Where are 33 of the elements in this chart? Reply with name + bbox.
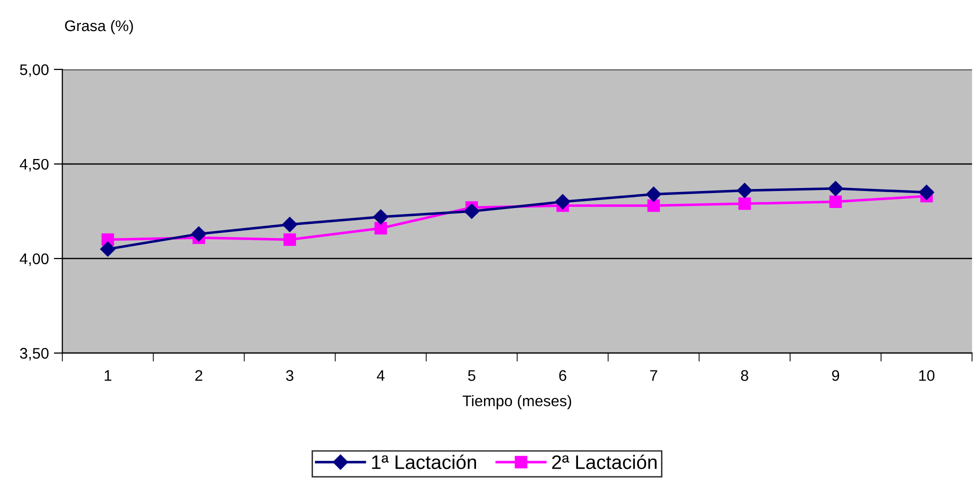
x-tick-label: 6 (559, 370, 566, 381)
point (647, 199, 660, 212)
point (918, 184, 934, 200)
x-axis-title: Tiempo (meses) (462, 395, 572, 410)
y-tick-label: 4,00 (20, 253, 49, 266)
point (191, 226, 206, 242)
point (373, 209, 388, 224)
point (282, 216, 298, 232)
point (100, 241, 116, 257)
point (284, 233, 296, 246)
point (374, 222, 387, 235)
x-tick-label: 7 (650, 370, 658, 381)
point (829, 196, 842, 208)
legend-label: 2ª Lactación (552, 454, 657, 470)
x-tick-label: 3 (286, 370, 294, 381)
x-tick-label: 2 (195, 370, 202, 381)
y-tick-label: 3,50 (20, 348, 49, 361)
point (555, 194, 570, 210)
x-tick-label: 1 (104, 370, 112, 381)
point (738, 197, 751, 210)
point (646, 186, 662, 202)
y-axis-title: Grasa (%) (65, 20, 133, 34)
point (828, 180, 844, 196)
x-tick-label: 8 (741, 370, 748, 381)
x-tick-label: 4 (376, 370, 385, 381)
y-tick-label: 4,50 (20, 158, 49, 172)
y-tick-label: 5,00 (20, 64, 49, 77)
point (464, 204, 480, 219)
x-tick-label: 9 (832, 370, 840, 381)
x-tick-label: 10 (919, 370, 934, 381)
x-tick-label: 5 (468, 370, 476, 381)
point (737, 182, 752, 198)
legend-label: 1ª Lactación (372, 454, 476, 470)
